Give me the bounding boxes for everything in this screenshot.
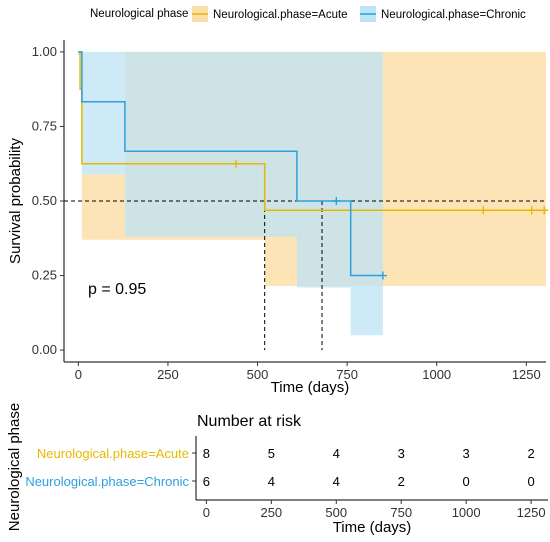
risk-count: 0	[463, 474, 470, 489]
censor-mark	[232, 159, 241, 168]
legend-label-acute: Neurological.phase=Acute	[213, 9, 348, 21]
censor-mark	[540, 206, 549, 215]
legend-entry-acute: Neurological.phase=Acute	[192, 6, 348, 22]
survival-curve-acute	[78, 51, 546, 211]
survival-curve-chronic	[78, 51, 383, 277]
risk-count: 6	[203, 474, 210, 489]
risk-x-tick-label: 500	[325, 505, 347, 520]
survival-curves	[78, 51, 546, 277]
risk-row-label: Neurological.phase=Chronic	[25, 474, 189, 489]
censor-marks	[232, 159, 549, 280]
x-tick-label: 750	[336, 367, 358, 382]
x-axis-title: Time (days)	[271, 379, 350, 396]
y-tick-label: 0.00	[32, 342, 57, 357]
censor-mark	[527, 206, 536, 215]
y-tick-label: 0.75	[32, 118, 57, 133]
censor-mark	[332, 197, 341, 205]
p-value: p = 0.95	[88, 281, 146, 298]
plot-axes: 0.00 0.25 0.50 0.75 1.00 0 250 500 750 1000 1250	[32, 40, 546, 382]
risk-count: 4	[333, 474, 340, 489]
ci-band-chronic	[78, 51, 383, 336]
x-tick-label: 1000	[422, 367, 451, 382]
y-tick-label: 0.25	[32, 268, 57, 283]
y-tick-label: 1.00	[32, 44, 57, 59]
risk-table-x-title: Time (days)	[333, 519, 412, 536]
x-tick-label: 0	[75, 367, 82, 382]
x-tick-label: 250	[157, 367, 179, 382]
x-tick-label: 1250	[512, 367, 541, 382]
x-tick-label: 500	[247, 367, 269, 382]
risk-count: 8	[203, 446, 210, 461]
risk-count: 5	[268, 446, 275, 461]
risk-count: 4	[333, 446, 340, 461]
legend: Neurological phase Neurological.phase=Ac…	[90, 6, 526, 22]
risk-x-tick-label: 750	[390, 505, 412, 520]
risk-x-tick-label: 1250	[517, 505, 546, 520]
risk-count: 4	[268, 474, 275, 489]
risk-x-tick-label: 0	[203, 505, 210, 520]
risk-count: 3	[463, 446, 470, 461]
confidence-bands	[78, 51, 547, 336]
risk-x-tick-label: 250	[260, 505, 282, 520]
legend-entry-chronic: Neurological.phase=Chronic	[360, 6, 526, 22]
censor-mark	[378, 271, 387, 280]
risk-x-tick-label: 1000	[452, 505, 481, 520]
y-tick-label: 0.50	[32, 193, 57, 208]
risk-row-label: Neurological.phase=Acute	[37, 446, 189, 461]
legend-label-chronic: Neurological.phase=Chronic	[381, 9, 526, 21]
y-axis-title: Survival probability	[7, 138, 24, 264]
risk-table-side-label: Neurological phase	[6, 403, 23, 531]
risk-count: 2	[527, 446, 534, 461]
risk-count: 2	[398, 474, 405, 489]
risk-table-title: Number at risk	[197, 413, 302, 430]
risk-count: 0	[527, 474, 534, 489]
censor-mark	[479, 206, 488, 215]
risk-table: Neurological.phase=Acute 8 5 4 3 3 2 Neurologic…	[25, 436, 548, 520]
legend-title: Neurological phase	[90, 8, 188, 20]
risk-count: 3	[398, 446, 405, 461]
